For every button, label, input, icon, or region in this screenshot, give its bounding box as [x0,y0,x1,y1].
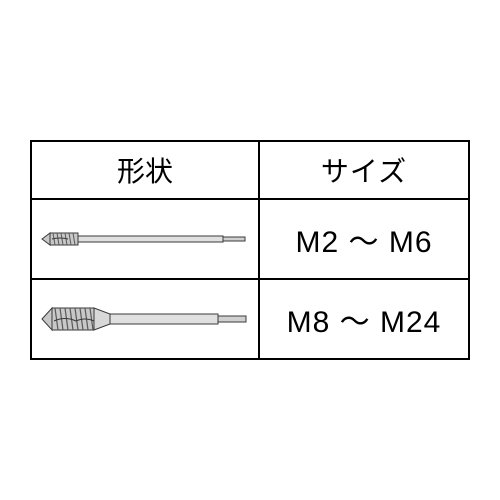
spec-table: 形状 サイズ [30,140,470,360]
tap-thin-icon [40,219,250,259]
table-row: M8 〜 M24 [31,279,469,359]
table-header-row: 形状 サイズ [31,141,469,199]
size-cell-1: M8 〜 M24 [259,279,469,359]
size-cell-0: M2 〜 M6 [259,199,469,279]
header-size: サイズ [259,141,469,199]
table-row: M2 〜 M6 [31,199,469,279]
tap-thick-icon [40,294,250,344]
spec-table-wrapper: 形状 サイズ [30,140,470,360]
shape-cell-0 [31,199,259,279]
header-shape: 形状 [31,141,259,199]
shape-cell-1 [31,279,259,359]
